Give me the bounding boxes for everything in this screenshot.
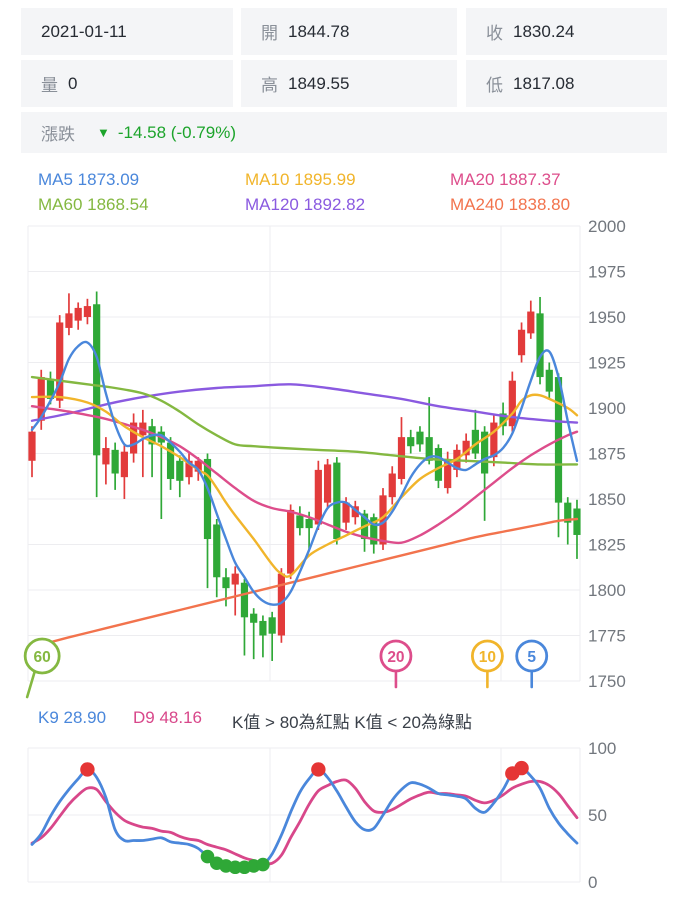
kd-chart-canvas[interactable]: 100 50 0 (0, 740, 675, 900)
ma-balloon-markers: 60 20 10 5 (23, 637, 549, 699)
quote-high-cell: 高 1849.55 (241, 60, 457, 107)
price-ytick: 2000 (588, 220, 626, 236)
low-value: 1817.08 (513, 73, 575, 93)
price-ytick: 1825 (588, 536, 626, 555)
change-row: 漲跌 ▼ -14.58 (-0.79%) (21, 112, 667, 153)
price-chart-canvas[interactable]: 2000 1975 1950 1925 1900 1875 1850 1825 1800 1775… (0, 220, 675, 706)
price-ytick: 1950 (588, 308, 626, 327)
price-ytick: 1975 (588, 263, 626, 282)
quote-open-cell: 開 1844.78 (241, 8, 457, 55)
kd-k-label: K9 28.90 (38, 708, 107, 727)
ma-legend-ma20: MA20 1887.37 (450, 170, 561, 189)
svg-text:60: 60 (34, 649, 51, 666)
down-triangle-icon: ▼ (97, 125, 110, 140)
ma-balloon-20: 20 (379, 639, 413, 689)
ma-legend-ma240: MA240 1838.80 (450, 195, 571, 214)
kd-d-label: D9 48.16 (133, 708, 202, 727)
price-ytick: 1775 (588, 627, 626, 646)
quote-date-cell: 2021-01-11 (21, 8, 233, 55)
ma-balloon-5: 5 (515, 639, 549, 689)
ma10-line (30, 393, 579, 578)
ma-legend-ma5: MA5 1873.09 (38, 170, 140, 189)
ma60-line (30, 375, 579, 466)
quote-low-cell: 低 1817.08 (466, 60, 667, 107)
ma-legend-ma10: MA10 1895.99 (245, 170, 356, 189)
open-value: 1844.78 (288, 21, 350, 41)
d-line (30, 778, 579, 866)
open-label: 開 (261, 24, 278, 43)
price-ytick: 1750 (588, 672, 626, 691)
k-line (30, 766, 579, 869)
ma-lines (30, 340, 579, 646)
kd-ytick: 100 (588, 740, 616, 758)
red-dot (80, 762, 95, 777)
quote-date: 2021-01-11 (41, 21, 127, 41)
price-gridlines (27, 225, 581, 682)
price-ytick: 1900 (588, 399, 626, 418)
kd-ytick: 50 (588, 806, 607, 825)
green-dot (256, 857, 270, 872)
candles (28, 291, 581, 661)
ma240-line (40, 517, 579, 646)
red-dot (514, 760, 529, 776)
price-ytick: 1800 (588, 581, 626, 600)
ma-balloon-10: 10 (470, 639, 504, 689)
high-label: 高 (261, 76, 278, 95)
price-ytick: 1875 (588, 445, 626, 464)
price-ytick: 1925 (588, 354, 626, 373)
low-label: 低 (486, 76, 503, 95)
ma120-line (30, 383, 579, 424)
quote-volume-cell: 量 0 (21, 60, 233, 107)
ma-balloon-60: 60 (23, 637, 61, 699)
change-value: -14.58 (-0.79%) (117, 122, 236, 142)
ma-legend-ma120: MA120 1892.82 (245, 195, 366, 214)
kd-note: K值 > 80為紅點 K值 < 20為綠點 (232, 713, 472, 732)
high-value: 1849.55 (288, 73, 350, 93)
svg-text:5: 5 (527, 649, 536, 666)
price-ytick: 1850 (588, 490, 626, 509)
volume-label: 量 (41, 76, 58, 95)
volume-value: 0 (68, 73, 78, 93)
ma5-line (30, 340, 579, 606)
red-dot (311, 762, 326, 777)
quote-close-cell: 收 1830.24 (466, 8, 667, 55)
kd-signal-dots (80, 760, 529, 875)
ma-legend-ma60: MA60 1868.54 (38, 195, 149, 214)
kd-ytick: 0 (588, 873, 597, 892)
change-label: 漲跌 (41, 125, 75, 144)
close-label: 收 (486, 24, 503, 43)
svg-text:10: 10 (479, 649, 496, 666)
close-value: 1830.24 (513, 21, 575, 41)
svg-text:20: 20 (387, 649, 404, 666)
